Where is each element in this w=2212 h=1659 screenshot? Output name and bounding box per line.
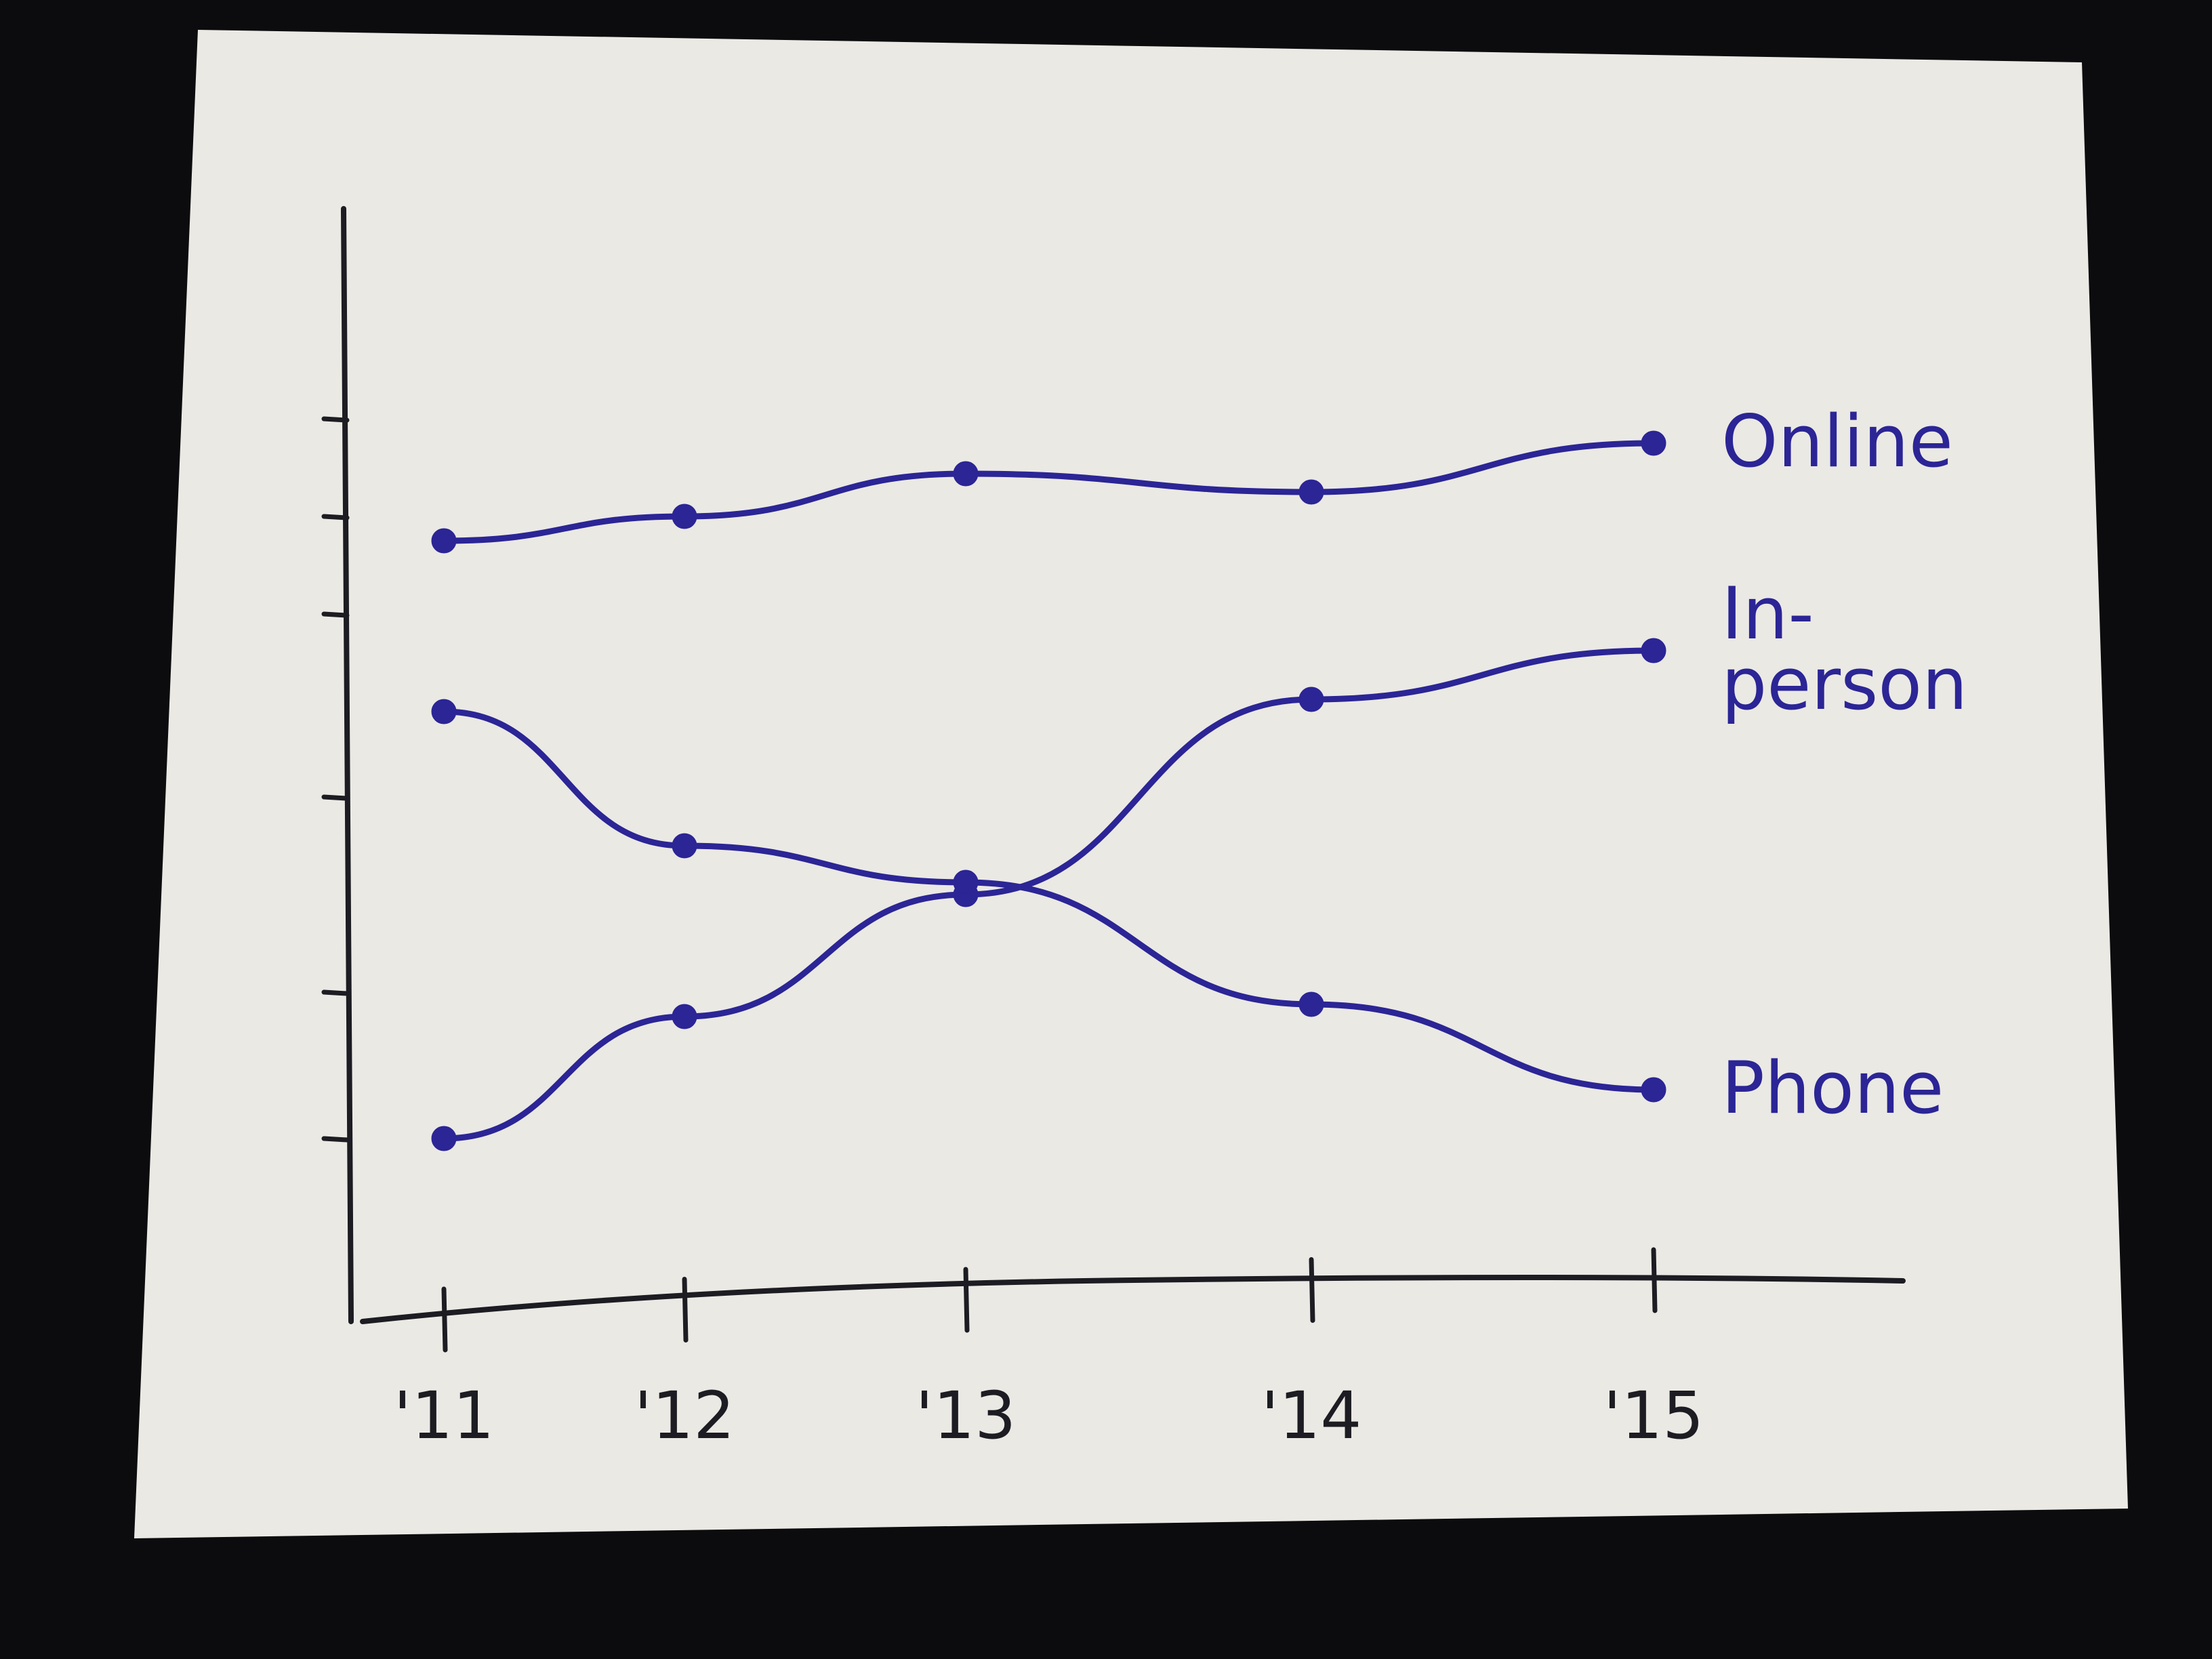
series-label-line: In- [1721, 572, 1814, 655]
point-in-person-15 [1641, 638, 1666, 663]
x-tick-12 [682, 1277, 689, 1343]
series-points [431, 430, 1666, 1151]
point-phone-11 [431, 699, 457, 724]
point-phone-14 [1298, 991, 1324, 1017]
series-labels: Online In-person Phone [1721, 400, 1967, 1130]
y-tick-5 [321, 514, 350, 520]
point-phone-13 [953, 869, 979, 895]
x-tick-label-12: '12 [634, 1378, 735, 1454]
x-tick-label-13: '13 [916, 1378, 1017, 1454]
point-in-person-12 [672, 1004, 697, 1029]
series-label-in-person: In-person [1721, 572, 1967, 726]
series-label-online: Online [1721, 400, 1953, 483]
y-tick-3 [321, 794, 350, 801]
point-in-person-11 [431, 1126, 457, 1151]
x-tick-label-11: '11 [394, 1378, 495, 1454]
y-tick-2 [321, 989, 350, 996]
point-phone-15 [1641, 1077, 1666, 1103]
series-line-in-person [441, 647, 1657, 1142]
x-tick-label-14: '14 [1261, 1378, 1362, 1454]
y-axis-ticks [321, 416, 350, 1143]
x-tick-13 [963, 1267, 970, 1333]
point-online-15 [1641, 430, 1666, 456]
series-label-line: Phone [1721, 1046, 1944, 1130]
series-label-line: person [1721, 642, 1967, 726]
y-tick-4 [321, 611, 350, 618]
x-tick-14 [1309, 1257, 1315, 1323]
x-axis [360, 1275, 1906, 1324]
point-phone-12 [672, 833, 697, 859]
paper-sheet [134, 30, 2128, 1538]
point-online-14 [1298, 479, 1324, 505]
x-tick-15 [1651, 1247, 1658, 1313]
y-tick-1 [321, 1136, 350, 1143]
x-axis-ticks [441, 1247, 1658, 1353]
series-label-line: Online [1721, 400, 1953, 483]
series-line-phone [441, 708, 1657, 1093]
line-chart: '11 '12 '13 '14 '15 Online In-person Phone [321, 206, 1967, 1454]
series-label-phone: Phone [1721, 1046, 1944, 1130]
point-online-12 [672, 504, 697, 529]
point-online-11 [431, 528, 457, 554]
point-in-person-14 [1298, 687, 1324, 712]
x-tick-11 [441, 1286, 448, 1353]
series-line-online [441, 440, 1657, 544]
y-tick-6 [321, 416, 350, 423]
point-online-13 [953, 461, 979, 487]
y-axis [341, 206, 354, 1324]
x-tick-label-15: '15 [1603, 1378, 1704, 1454]
x-axis-tick-labels: '11 '12 '13 '14 '15 [394, 1378, 1704, 1454]
series-lines [441, 440, 1657, 1142]
